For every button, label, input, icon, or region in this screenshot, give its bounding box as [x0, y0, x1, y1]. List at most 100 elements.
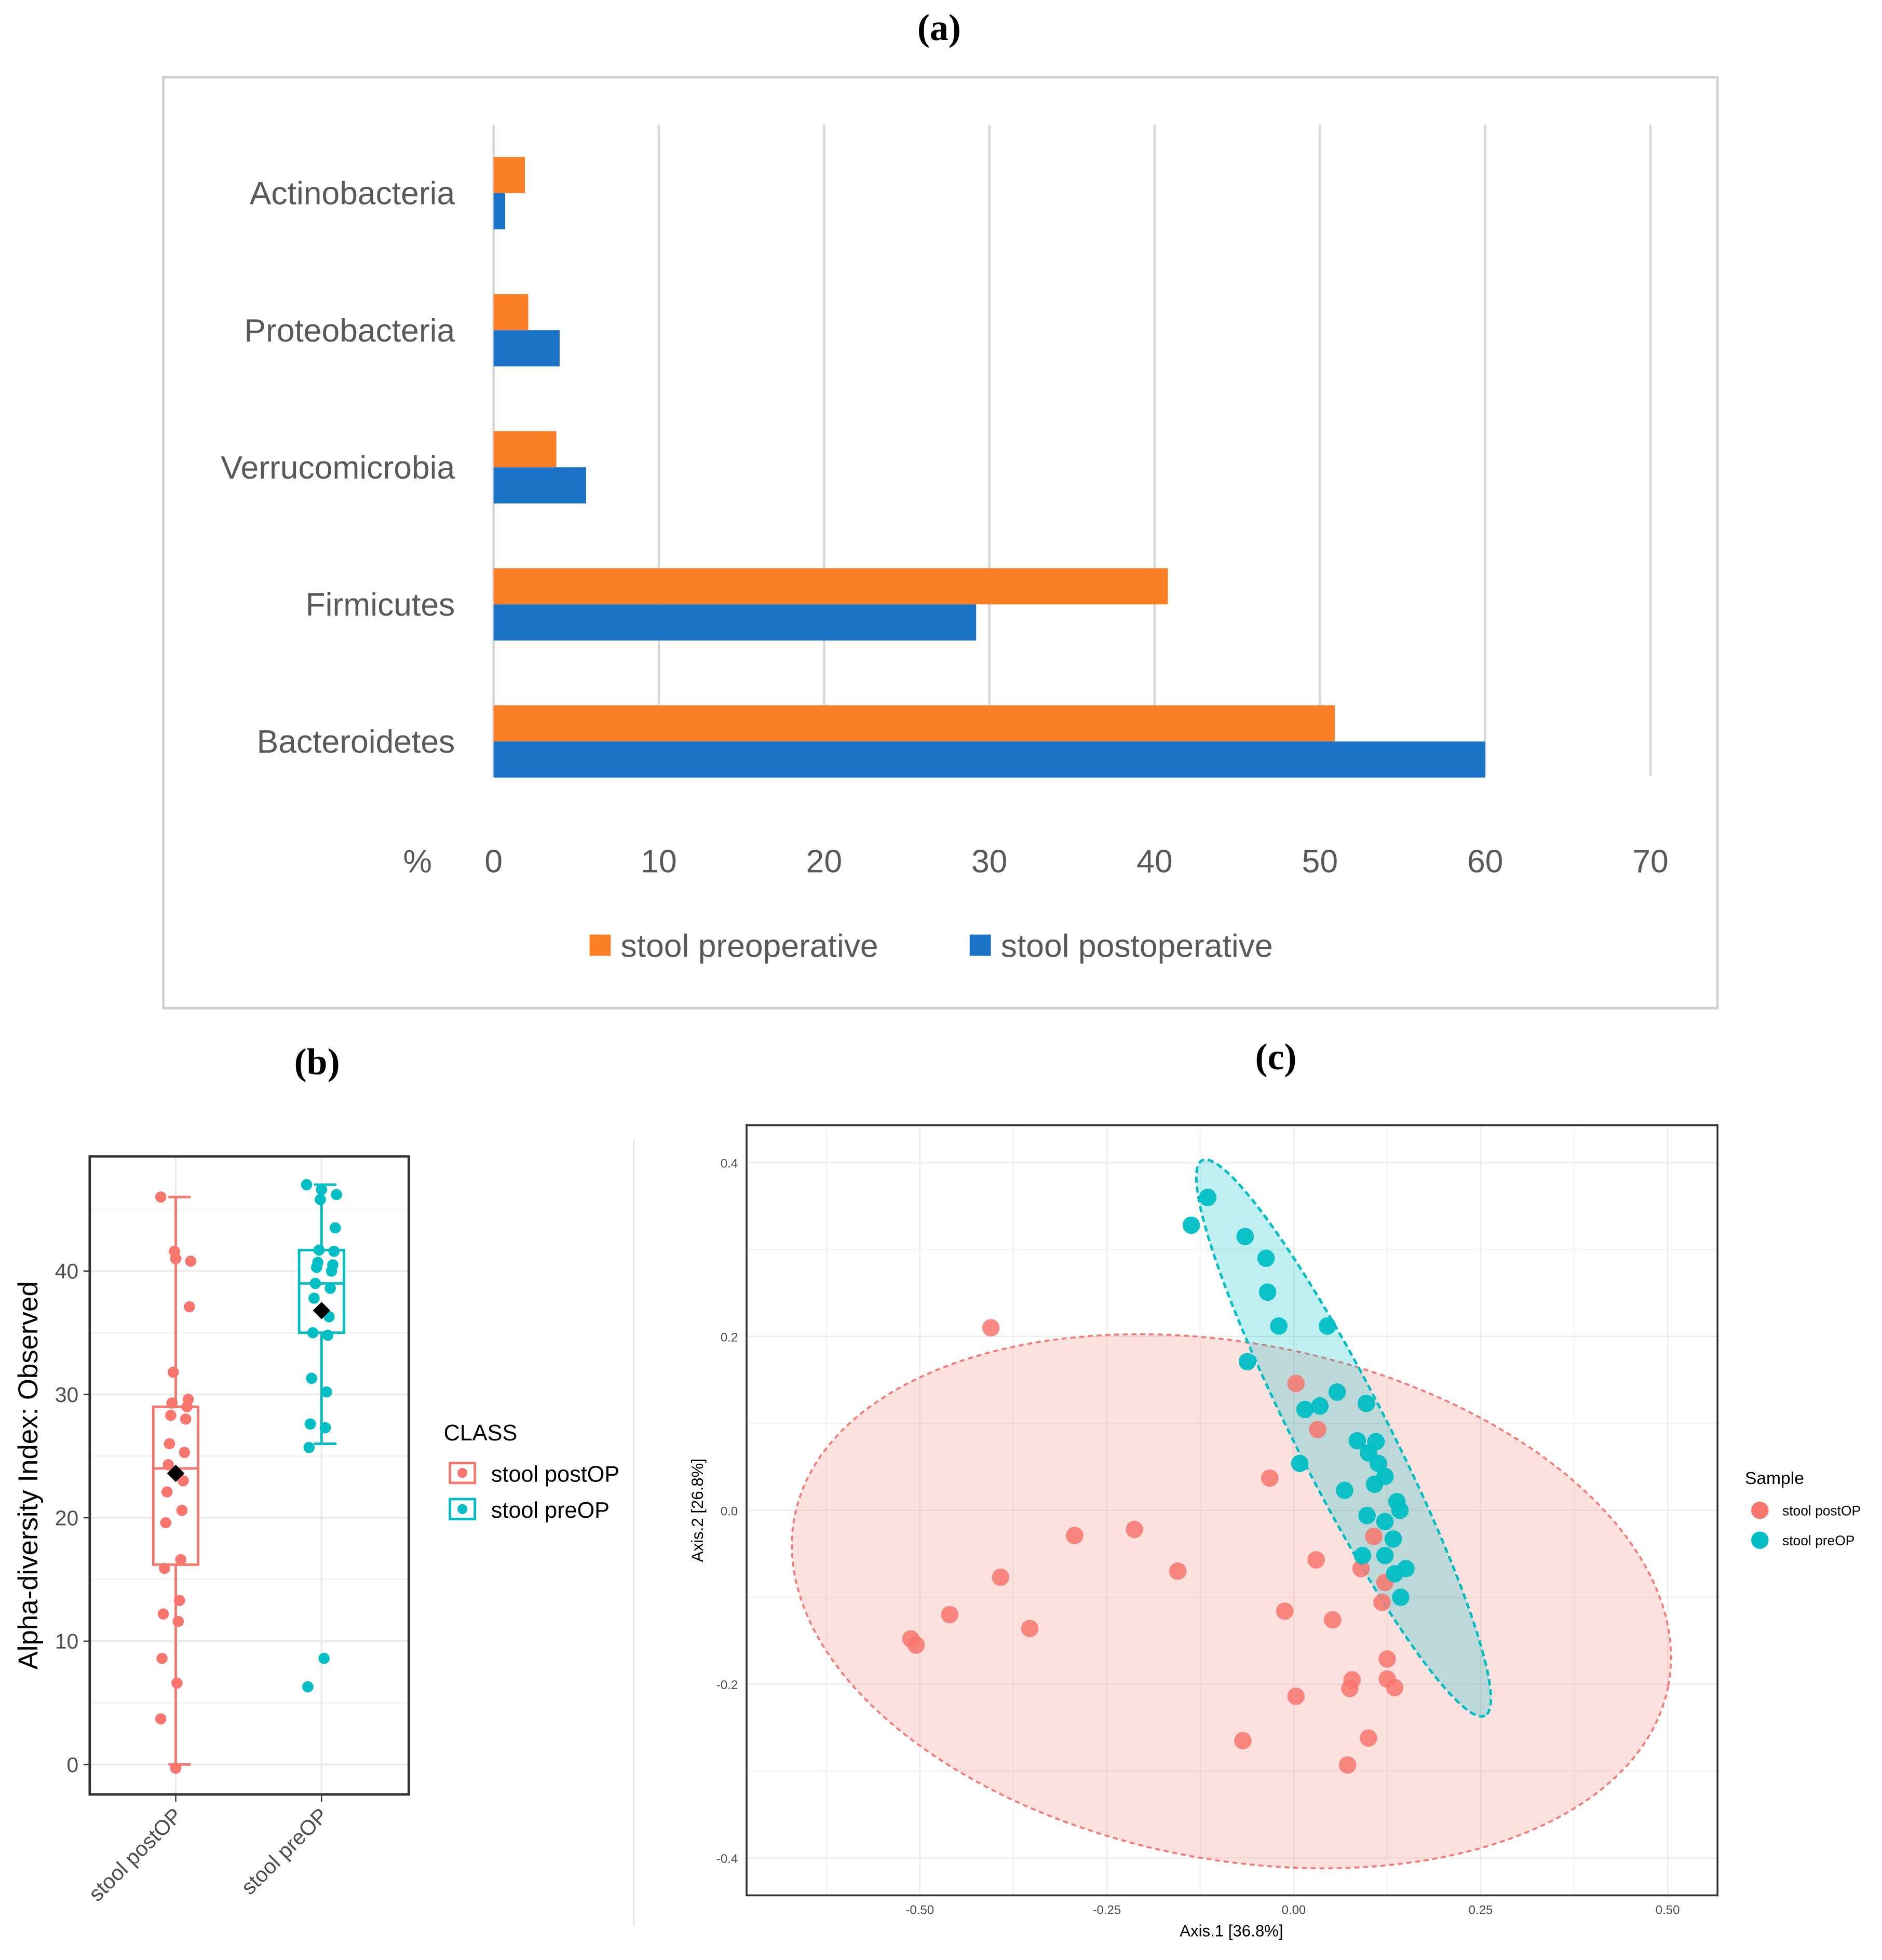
data-point — [163, 1459, 174, 1471]
data-point-preOP — [1328, 1383, 1346, 1401]
bar-preoperative — [493, 705, 1335, 742]
x-tick-label: 70 — [1632, 843, 1668, 879]
bar-postoperative — [493, 193, 505, 229]
y-tick-label: 10 — [55, 1629, 78, 1653]
data-point — [181, 1401, 193, 1412]
category-label: Bacteroidetes — [257, 724, 455, 760]
panel-b-label: (b) — [294, 1041, 340, 1083]
legend-key-point — [1751, 1501, 1769, 1519]
data-point — [171, 1677, 183, 1689]
y-tick-label: 30 — [55, 1383, 78, 1407]
y-tick-label: -0.2 — [716, 1678, 738, 1692]
data-point-postOP — [1338, 1756, 1357, 1774]
data-point-postOP — [1234, 1732, 1252, 1750]
data-point — [167, 1366, 179, 1378]
data-point — [304, 1418, 316, 1430]
data-point — [172, 1615, 184, 1627]
data-point-postOP — [1287, 1687, 1305, 1705]
data-point-preOP — [1199, 1189, 1217, 1206]
data-point-postOP — [1309, 1421, 1326, 1438]
data-point — [155, 1191, 167, 1203]
data-point — [307, 1327, 319, 1339]
x-tick-label: 30 — [971, 843, 1007, 879]
data-point — [308, 1292, 320, 1304]
data-point — [185, 1255, 197, 1267]
data-point — [313, 1244, 325, 1256]
x-tick-label: 10 — [641, 843, 676, 879]
data-point — [164, 1438, 175, 1450]
data-point — [326, 1265, 337, 1277]
data-point — [170, 1762, 182, 1774]
y-axis-label: Axis.2 [26.8%] — [688, 1459, 707, 1562]
data-point-postOP — [1373, 1594, 1391, 1611]
data-point-postOP — [1276, 1602, 1294, 1620]
legend-label: stool postOP — [491, 1462, 619, 1487]
data-point-postOP — [982, 1319, 1000, 1337]
data-point-postOP — [1352, 1560, 1370, 1577]
x-axis-label: % — [403, 843, 432, 879]
x-tick-label: 20 — [806, 843, 842, 879]
legend-key-point — [457, 1504, 468, 1514]
y-tick-label: -0.4 — [716, 1852, 738, 1866]
x-tick-label: 0.00 — [1282, 1903, 1306, 1917]
y-tick-label: 0 — [67, 1753, 79, 1777]
data-point-preOP — [1291, 1454, 1309, 1473]
legend-key-point — [1751, 1531, 1769, 1549]
x-tick-label: 40 — [1136, 843, 1172, 879]
legend-label: stool preOP — [491, 1498, 610, 1523]
mean-marker — [313, 1301, 331, 1319]
y-tick-label: 20 — [55, 1506, 78, 1530]
data-point-postOP — [941, 1605, 959, 1624]
data-point-preOP — [1238, 1353, 1256, 1371]
data-point — [306, 1372, 317, 1384]
category-label: Firmicutes — [305, 587, 455, 623]
plot-border — [746, 1124, 1718, 1897]
data-point-postOP — [1378, 1650, 1396, 1668]
legend-key-box — [449, 1498, 477, 1520]
data-point — [159, 1562, 170, 1574]
data-point-preOP — [1236, 1228, 1254, 1245]
data-point-preOP — [1384, 1530, 1402, 1548]
legend-swatch-preoperative — [589, 934, 611, 956]
data-point-preOP — [1336, 1481, 1353, 1499]
data-point — [319, 1422, 331, 1434]
data-point-preOP — [1270, 1317, 1288, 1335]
category-label: Actinobacteria — [250, 176, 455, 212]
data-point-postOP — [992, 1568, 1010, 1586]
legend-key-point — [457, 1468, 468, 1478]
data-point-preOP — [1386, 1565, 1404, 1583]
data-point-preOP — [1391, 1501, 1409, 1519]
data-point-preOP — [1353, 1546, 1372, 1564]
data-point-preOP — [1376, 1513, 1394, 1531]
data-point-postOP — [1324, 1611, 1342, 1629]
x-tick-label: 50 — [1302, 843, 1338, 879]
y-tick-label: 40 — [55, 1259, 78, 1283]
data-point-postOP — [1287, 1374, 1305, 1392]
data-point — [310, 1261, 322, 1273]
data-point-postOP — [1360, 1729, 1377, 1747]
data-point-postOP — [1307, 1551, 1325, 1569]
data-point-preOP — [1257, 1249, 1275, 1267]
data-point-preOP — [1357, 1394, 1375, 1412]
data-point — [161, 1486, 173, 1498]
bar-preoperative — [493, 157, 525, 194]
confidence-ellipse-postOP — [791, 1333, 1672, 1870]
legend-label-preoperative: stool preoperative — [621, 929, 878, 964]
data-point-postOP — [1021, 1619, 1039, 1638]
chart-frame — [162, 76, 1719, 1010]
data-point — [160, 1517, 172, 1529]
data-point — [178, 1475, 189, 1487]
bar-postoperative — [493, 330, 560, 366]
x-tick-label: 0.50 — [1656, 1903, 1680, 1917]
data-point-postOP — [1169, 1562, 1187, 1580]
bar-postoperative — [493, 604, 977, 641]
plot-area — [89, 1156, 409, 1795]
data-point-postOP — [1341, 1680, 1359, 1697]
data-point — [322, 1329, 334, 1341]
data-point — [329, 1222, 341, 1234]
panel-divider — [633, 1140, 634, 1926]
data-point-postOP — [907, 1636, 925, 1654]
data-point — [155, 1713, 167, 1725]
